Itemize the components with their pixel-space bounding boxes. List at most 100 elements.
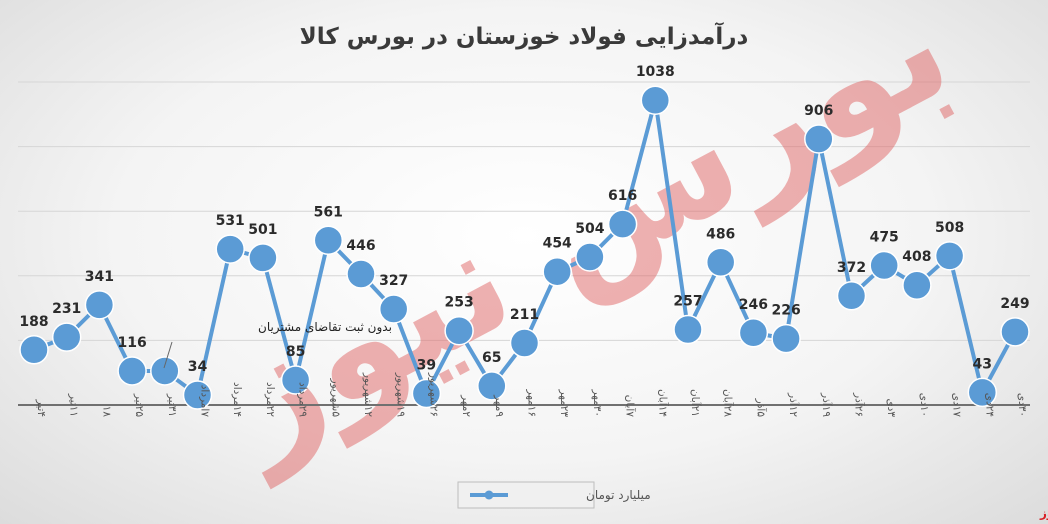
data-point [509,328,540,358]
data-label: 116 [117,335,146,351]
data-point [967,377,998,408]
data-label: 246 [739,297,768,313]
x-tick-label: ۲مهر [460,394,472,417]
data-label: 34 [188,359,208,375]
x-tick-label: ۲۶شهریور [427,372,439,417]
data-point [640,85,671,115]
data-point [542,256,572,287]
legend: میلیارد تومان [457,481,651,509]
legend-marker [484,490,494,500]
data-label: 372 [837,260,866,276]
brand-logo: بورس نیوز [1039,506,1048,521]
data-point [84,290,115,320]
data-point [215,234,245,264]
x-tick-label: ۵شهریور [329,378,341,418]
data-point [705,247,736,278]
data-label: 39 [417,358,436,374]
data-label: 1038 [636,64,675,80]
x-tick-label: ۷آبان [624,395,637,418]
data-label: 188 [19,314,48,330]
data-point [346,259,376,289]
data-label: 341 [85,269,114,285]
data-point [771,323,801,354]
data-label: 226 [771,303,800,319]
data-label: 504 [575,221,604,237]
x-tick-label: ۱۲شهریور [362,372,374,417]
data-label: 501 [248,222,277,238]
data-label: 531 [216,213,245,229]
x-tick-label: ۹مهر [493,394,505,417]
data-label: 327 [379,273,408,289]
x-tick-label: ۱۲آذر [787,392,800,417]
data-label: 561 [314,204,343,220]
legend-label: میلیارد تومان [586,488,651,503]
data-point [607,209,638,239]
x-tick-label: ۲۵تیر [133,393,145,418]
data-point [150,356,180,386]
data-point [378,294,409,324]
data-label: 249 [1000,296,1029,312]
x-tick-label: ۱۹شهریور [395,372,407,417]
data-label: 257 [673,294,702,310]
chart-title: درآمدزایی فولاد خوزستان در بورس کالا [300,21,749,50]
x-tick-label: ۵آذر [754,398,767,418]
x-tick-label: ۱۷دی [951,393,963,418]
data-label: 253 [444,295,473,311]
data-label: 43 [973,356,992,372]
annotation: بدون ثبت تقاضای مشتریان [258,320,392,335]
data-points [19,85,1030,410]
data-label: 85 [286,344,305,360]
data-label: 508 [935,220,964,236]
data-label: 486 [706,226,735,242]
x-tick-label: ۱۰دی [918,393,930,417]
data-point [477,371,507,401]
x-tick-label: ۲۶آذر [853,392,866,417]
x-tick-label: ۲۹مرداد [297,382,309,417]
data-point [280,365,311,395]
x-tick-label: ۱۸ [100,406,112,418]
data-label: 65 [482,350,501,366]
x-tick-label: ۴تیر [35,398,47,417]
data-point [117,356,147,386]
data-point [19,335,49,365]
data-point [313,225,344,256]
x-tick-labels: ۴تیر ۱۱تیر ۱۸ ۲۵تیر ۳۱تیر ۷امرداد ۱۴مرداد ۲۲مرد… [35,372,1028,418]
data-label: 231 [52,301,81,317]
data-label: 211 [510,307,539,323]
x-tick-label: ۳۰مهر [591,388,603,417]
data-point [804,124,834,154]
data-point [575,242,605,272]
x-tick-label: ۳دی [885,398,897,417]
data-point [902,270,932,300]
data-point [248,243,278,273]
data-label: 446 [346,238,375,254]
x-tick-label: ۱۹آذر [820,392,833,417]
x-tick-label: ۳۱تیر [166,393,178,417]
x-tick-label: ۲۸آبان [722,389,735,417]
x-tick-label: ۷امرداد [199,385,211,418]
x-tick-label: ۲۱آبان [689,389,702,417]
x-tick-label: ۲۲مرداد [264,382,276,417]
data-point [51,322,82,352]
data-point [934,241,965,271]
gridlines [18,81,1030,341]
data-label: 475 [870,230,899,246]
data-label: 616 [608,188,637,204]
data-point [738,318,769,348]
data-label: 906 [804,103,833,119]
data-label: 408 [902,249,931,265]
data-point [444,315,474,346]
data-point [1000,317,1030,347]
x-tick-label: ۱۴مرداد [231,382,243,417]
x-tick-label: ۱۱تیر [68,393,80,417]
x-tick-label: ۲۴دی [983,393,995,417]
x-tick-label: ۳۰دی [1016,393,1028,417]
x-tick-label: ۱۶مهر [526,388,538,417]
data-point [411,378,442,409]
data-point [836,281,867,311]
data-point [869,250,899,281]
x-tick-label: ۲۳مهر [558,388,570,417]
